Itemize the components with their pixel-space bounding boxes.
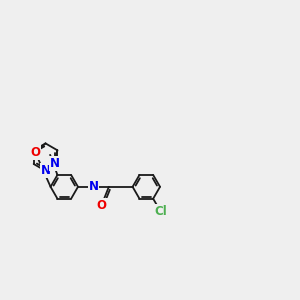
Text: N: N [50,157,59,170]
Text: H: H [90,179,97,189]
Text: O: O [97,199,107,212]
Text: Cl: Cl [154,205,167,218]
Text: O: O [30,146,40,159]
Text: N: N [40,164,50,177]
Text: N: N [88,180,98,193]
